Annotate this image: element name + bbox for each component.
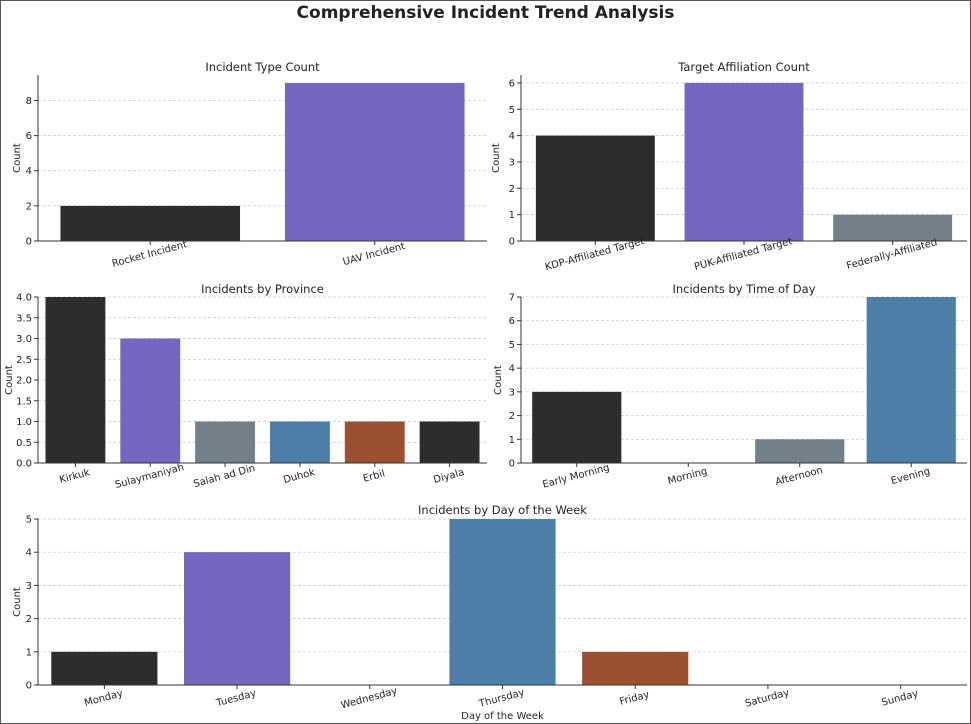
figure-title: Comprehensive Incident Trend Analysis [296, 3, 675, 23]
x-tick-label: PUK-Affiliated Target [693, 236, 793, 273]
y-tick-label: 0 [26, 681, 32, 692]
x-tick-label: Morning [667, 466, 709, 487]
x-tick-label: Saturday [744, 687, 790, 709]
bar-monday [51, 651, 158, 685]
chart-timeofday: 0 1 2 3 4 5 6 7 Early Morning Morning Afternoon Eve… [493, 282, 967, 491]
y-tick-label: 1 [26, 647, 32, 658]
chart-title: Target Affiliation Count [677, 60, 810, 74]
y-tick-label: 4 [509, 364, 515, 375]
chart-title: Incident Type Count [205, 60, 320, 74]
bar-rocket-incident [60, 205, 241, 241]
y-tick-label: 1.5 [16, 396, 32, 407]
x-tick-label: Rocket Incident [111, 239, 188, 270]
y-tick-label: 3.5 [16, 313, 32, 324]
bar-tuesday [183, 552, 291, 685]
bar-uav-incident [284, 82, 465, 242]
chart-title: Incidents by Province [201, 282, 324, 296]
y-tick-label: 6 [26, 131, 32, 142]
y-tick-label: 6 [509, 316, 515, 327]
x-tick-label: Federally-Affiliated [845, 237, 938, 272]
chart-dayofweek: 0 1 2 3 4 5 Monday Tuesday Wednesday Thursday Frid… [12, 503, 967, 722]
y-tick-label: 8 [26, 96, 32, 107]
chart-title: Incidents by Time of Day [672, 282, 815, 296]
bar-evening [866, 297, 956, 463]
x-tick-label: Sunday [880, 688, 919, 708]
x-tick-label: Friday [619, 689, 651, 707]
x-axis-label: Day of the Week [461, 711, 544, 722]
x-tick-label: Diyala [432, 467, 465, 486]
y-tick-label: 3 [509, 157, 515, 168]
y-tick-label: 1 [509, 210, 515, 221]
y-tick-label: 2.0 [16, 376, 32, 387]
x-tick-label: Kirkuk [58, 467, 91, 486]
y-tick-label: 0.5 [16, 438, 32, 449]
x-tick-label: Erbil [362, 468, 386, 484]
bar-friday [582, 651, 689, 685]
y-tick-label: 5 [509, 105, 515, 116]
y-tick-label: 2.5 [16, 355, 32, 366]
bar-early-morning [532, 391, 622, 463]
chart-title: Incidents by Day of the Week [418, 503, 587, 517]
x-tick-label: Salah ad Din [192, 463, 256, 490]
x-tick-label: UAV Incident [342, 241, 407, 268]
y-axis-label: Count [12, 143, 23, 173]
y-tick-label: 0.0 [16, 459, 32, 470]
bar-diyala [419, 421, 480, 463]
bar-erbil [344, 421, 405, 463]
y-tick-label: 7 [509, 293, 515, 304]
bar-salah-ad-din [195, 421, 256, 463]
y-tick-label: 1 [509, 435, 515, 446]
bar-kirkuk [45, 297, 106, 463]
x-tick-label: Thursday [477, 687, 526, 710]
bar-sulaymaniyah [120, 338, 181, 463]
bar-kdp-affiliated-target [535, 135, 655, 241]
y-tick-label: 2 [509, 184, 515, 195]
chart-affiliation: 0 1 2 3 4 5 6 KDP-Affiliated Target PUK-Affiliat… [491, 60, 967, 273]
y-tick-label: 5 [509, 340, 515, 351]
y-tick-label: 3 [509, 387, 515, 398]
y-tick-label: 4 [509, 131, 515, 142]
y-tick-label: 2 [26, 614, 32, 625]
x-tick-label: Afternoon [774, 465, 824, 488]
y-tick-label: 1.0 [16, 417, 32, 428]
bar-afternoon [755, 439, 845, 463]
chart-type: 0 2 4 6 8 Rocket Incident UAV Incident Incident… [12, 60, 487, 270]
y-tick-label: 3.0 [16, 334, 32, 345]
y-axis-label: Count [491, 143, 502, 173]
x-tick-label: Sulaymaniyah [114, 462, 185, 491]
bar-puk-affiliated-target [684, 82, 804, 242]
x-tick-label: KDP-Affiliated Target [544, 236, 646, 273]
y-axis-label: Count [4, 365, 15, 395]
y-tick-label: 4.0 [16, 293, 32, 304]
y-tick-label: 5 [26, 515, 32, 526]
x-tick-label: Tuesday [214, 688, 257, 709]
y-tick-label: 0 [509, 237, 515, 248]
x-tick-label: Early Morning [541, 462, 610, 490]
x-tick-label: Evening [890, 466, 932, 487]
y-tick-label: 4 [26, 166, 32, 177]
bar-federally-affiliated [833, 214, 953, 241]
x-tick-label: Monday [83, 688, 124, 709]
y-tick-label: 6 [509, 78, 515, 89]
bar-thursday [449, 519, 556, 685]
y-tick-label: 2 [509, 411, 515, 422]
y-axis-label: Count [12, 587, 23, 617]
x-tick-label: Duhok [282, 467, 316, 486]
y-axis-label: Count [493, 365, 504, 395]
y-tick-label: 3 [26, 581, 32, 592]
y-tick-label: 0 [509, 459, 515, 470]
y-tick-label: 2 [26, 201, 32, 212]
x-tick-label: Wednesday [340, 686, 399, 712]
bar-duhok [269, 421, 330, 463]
y-tick-label: 4 [26, 548, 32, 559]
chart-province: 0.0 0.5 1.0 1.5 2.0 2.5 3.0 3.5 4.0 Kirkuk Sulayma… [4, 282, 487, 491]
y-tick-label: 0 [26, 237, 32, 248]
